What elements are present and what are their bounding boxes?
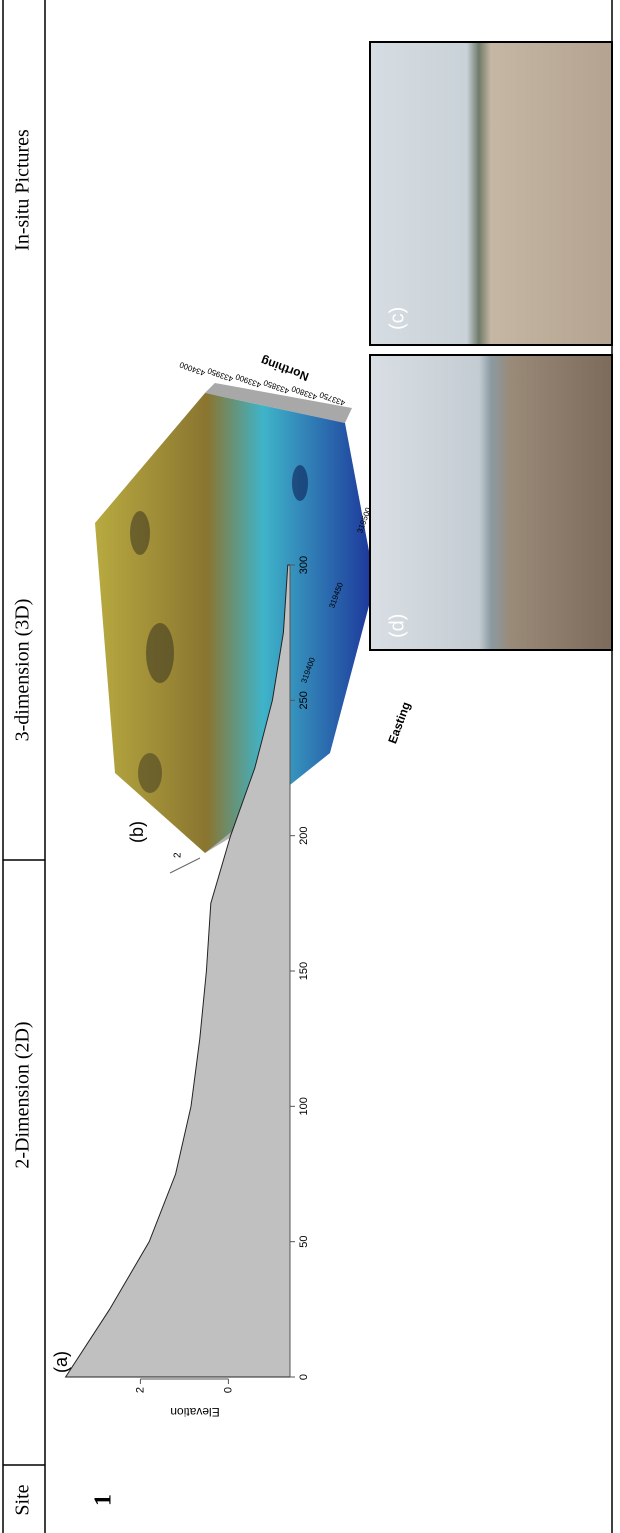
z-axis [169,857,201,874]
terrain-shade [146,623,174,683]
x-tick-label: 150 [298,962,310,980]
surface-side [205,383,352,423]
x-tick-label: 300 [298,556,310,574]
photo-label: (c) [386,307,408,330]
header-site: Site [12,1484,34,1515]
header-3d: 3-dimension (3D) [12,599,34,742]
y-tick-label: 2 [134,1387,146,1393]
y-tick-label: 0 [222,1387,234,1393]
header-pictures: In-situ Pictures [12,129,34,251]
x-tick-label: 0 [298,1374,310,1380]
terrain-shade [138,753,162,793]
y-axis-label: Elevation [170,1405,219,1419]
header-2d: 2-Dimension (2D) [12,1021,34,1168]
northing-tick: 434000 [178,360,207,378]
photo [369,41,613,346]
terrain-shade [130,511,150,555]
panel-label: (a) [51,1351,71,1373]
z-tick: 2 [173,852,184,858]
surface-3d [95,393,375,853]
x-tick-label: 100 [298,1097,310,1115]
x-tick-label: 250 [298,691,310,709]
easting-label: Easting [385,700,413,746]
x-tick-label: 200 [298,826,310,844]
panel-label: (b) [127,821,147,843]
site-number: 1 [91,1494,117,1506]
x-tick-label: 50 [298,1236,310,1248]
terrain-shade [292,465,308,501]
northing-tick: 433900 [234,372,263,390]
photo [369,354,613,651]
photo-label: (d) [386,614,408,638]
profile-area [64,564,291,1378]
northing-tick: 433950 [206,366,235,384]
